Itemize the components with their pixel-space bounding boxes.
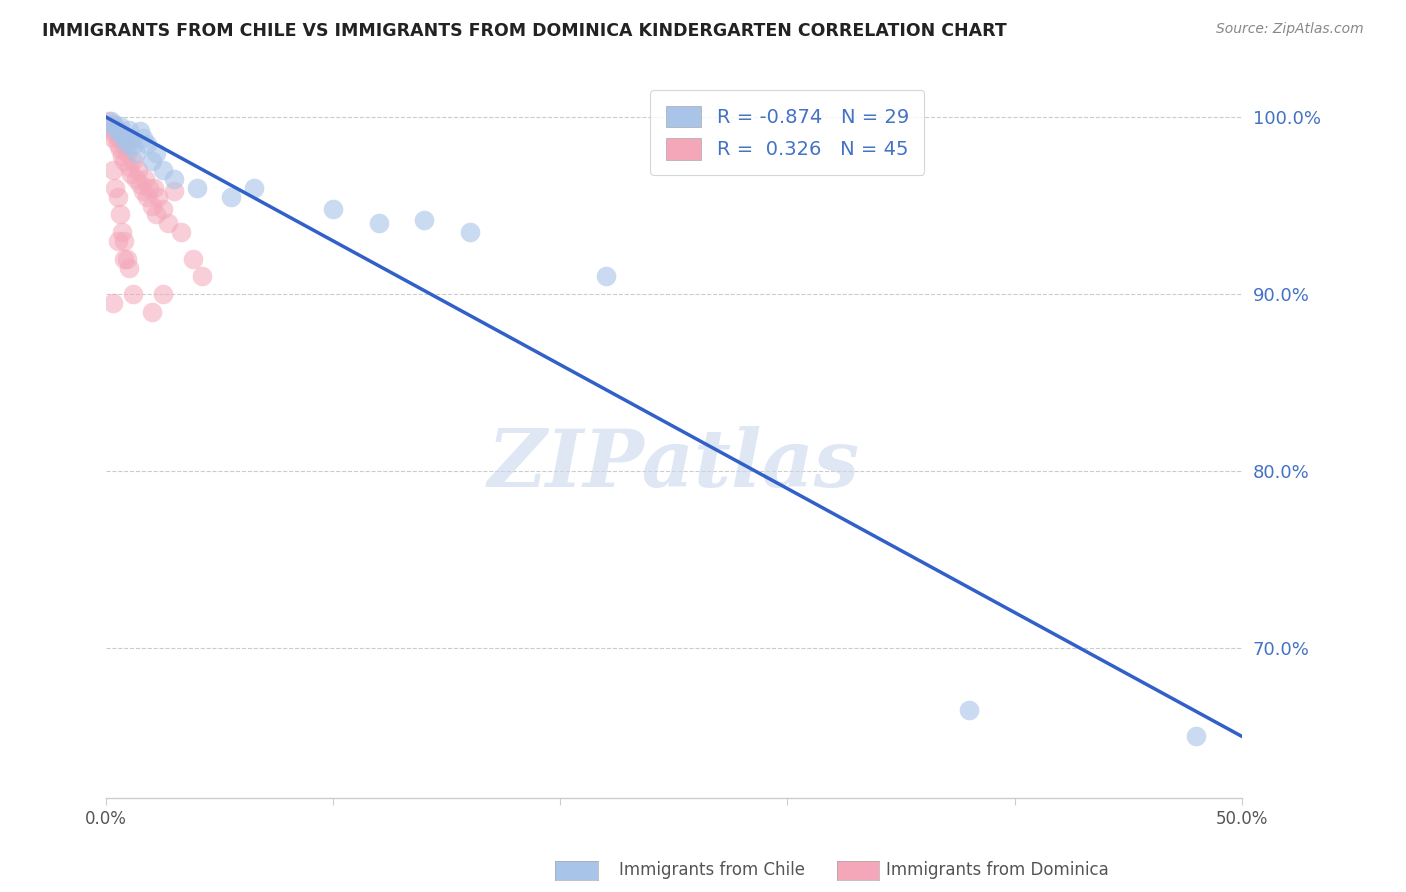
Point [170, 225, 193, 239]
Point [101, 117, 124, 131]
Legend: R = -0.874   N = 29, R =  0.326   N = 45: R = -0.874 N = 29, R = 0.326 N = 45 [651, 90, 924, 175]
Point [108, 142, 131, 156]
Point [104, 120, 127, 135]
Point [152, 287, 174, 301]
Point [122, 138, 145, 153]
Point [186, 181, 208, 195]
Point [219, 190, 242, 204]
Point [148, 190, 170, 204]
Point [107, 124, 129, 138]
Point [142, 181, 165, 195]
Point [100, 119, 122, 133]
Point [111, 128, 134, 142]
Point [1185, 729, 1208, 743]
Point [163, 172, 186, 186]
Point [115, 136, 138, 151]
Point [111, 225, 134, 239]
Text: Immigrants from Chile: Immigrants from Chile [619, 861, 804, 879]
Point [413, 212, 436, 227]
Point [129, 124, 152, 138]
Point [112, 234, 135, 248]
Point [120, 133, 142, 147]
Point [107, 190, 129, 204]
Point [112, 154, 135, 169]
Point [104, 181, 127, 195]
Point [957, 703, 980, 717]
Point [111, 128, 134, 142]
Point [101, 296, 124, 310]
Point [127, 163, 149, 178]
Point [101, 124, 124, 138]
Point [131, 185, 153, 199]
Point [104, 119, 127, 133]
Point [122, 287, 145, 301]
Point [107, 124, 129, 138]
Point [181, 252, 204, 266]
Point [107, 136, 129, 151]
Point [120, 167, 142, 181]
Point [97, 113, 120, 128]
Text: Source: ZipAtlas.com: Source: ZipAtlas.com [1216, 22, 1364, 37]
Text: IMMIGRANTS FROM CHILE VS IMMIGRANTS FROM DOMINICA KINDERGARTEN CORRELATION CHART: IMMIGRANTS FROM CHILE VS IMMIGRANTS FROM… [42, 22, 1007, 40]
Point [101, 131, 124, 145]
Point [107, 234, 129, 248]
Point [100, 113, 122, 128]
Point [131, 131, 153, 145]
Point [129, 178, 152, 192]
Point [367, 216, 389, 230]
Point [118, 131, 141, 145]
Point [104, 128, 127, 142]
Point [141, 154, 163, 169]
Point [134, 172, 156, 186]
Point [145, 207, 167, 221]
Point [156, 216, 179, 230]
Point [595, 269, 617, 284]
Point [118, 122, 141, 136]
Point [115, 145, 138, 160]
Point [152, 202, 174, 216]
Point [136, 136, 159, 151]
Point [108, 207, 131, 221]
Text: ZIPatlas: ZIPatlas [488, 425, 860, 503]
Point [101, 163, 124, 178]
Point [136, 190, 159, 204]
Point [190, 269, 212, 284]
Point [141, 304, 163, 318]
Point [112, 136, 135, 151]
Text: Immigrants from Dominica: Immigrants from Dominica [886, 861, 1108, 879]
Point [112, 252, 135, 266]
Point [145, 145, 167, 160]
Point [108, 131, 131, 145]
Point [152, 163, 174, 178]
Point [141, 199, 163, 213]
Point [115, 252, 138, 266]
Point [163, 185, 186, 199]
Point [243, 181, 266, 195]
Point [125, 145, 148, 160]
Point [111, 149, 134, 163]
Point [458, 225, 481, 239]
Point [322, 202, 344, 216]
Point [118, 260, 141, 275]
Point [112, 131, 135, 145]
Point [125, 172, 148, 186]
Point [108, 119, 131, 133]
Point [138, 181, 160, 195]
Point [118, 160, 141, 174]
Point [122, 154, 145, 169]
